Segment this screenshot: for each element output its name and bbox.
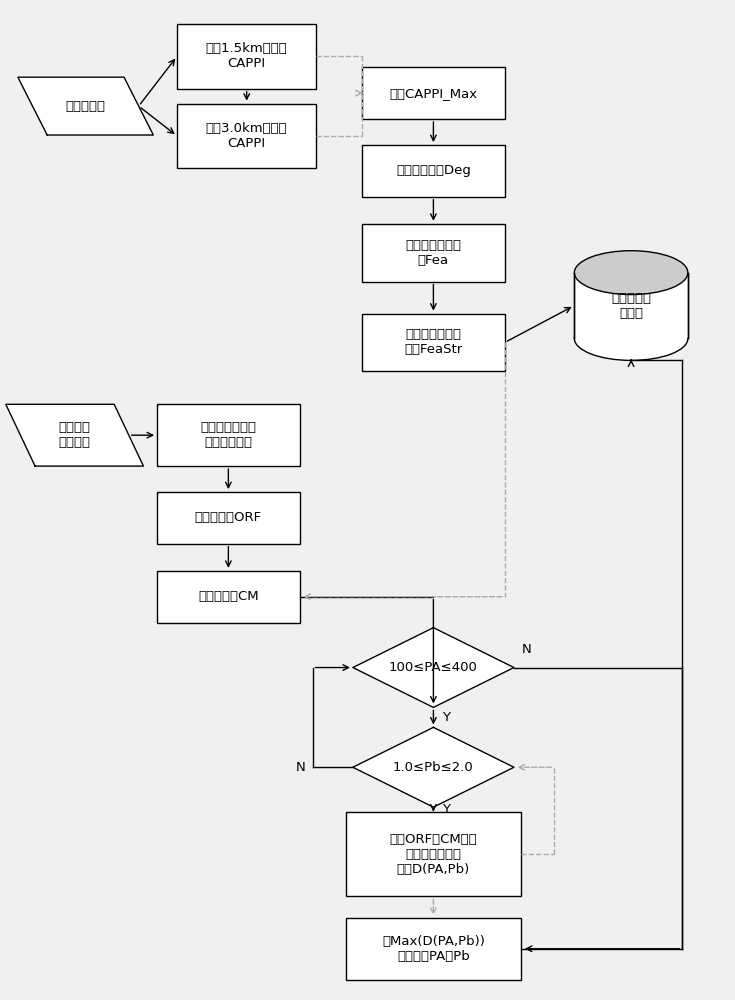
Text: Y: Y [442, 711, 450, 724]
FancyBboxPatch shape [362, 314, 505, 371]
Text: 取Max(D(PA,Pb))
时对应的PA、Pb: 取Max(D(PA,Pb)) 时对应的PA、Pb [382, 935, 485, 963]
Ellipse shape [574, 317, 688, 360]
Text: 计算CAPPI_Max: 计算CAPPI_Max [390, 87, 478, 100]
Text: 生成数据集ORF: 生成数据集ORF [195, 511, 262, 524]
Text: N: N [521, 643, 531, 656]
FancyBboxPatch shape [157, 492, 300, 544]
Polygon shape [18, 77, 154, 135]
Text: 地面雨量
观测记录: 地面雨量 观测记录 [59, 421, 90, 449]
FancyBboxPatch shape [157, 404, 300, 466]
Bar [574, 273, 688, 338]
Text: 选取雷达有效探
测范围内记录: 选取雷达有效探 测范围内记录 [201, 421, 257, 449]
Text: 1.0≤Pb≤2.0: 1.0≤Pb≤2.0 [393, 761, 474, 774]
Text: 100≤PA≤400: 100≤PA≤400 [389, 661, 478, 674]
Text: 计算回波特征矩
阵Fea: 计算回波特征矩 阵Fea [406, 239, 462, 267]
Text: N: N [295, 761, 305, 774]
FancyBboxPatch shape [362, 224, 505, 282]
Polygon shape [6, 404, 143, 466]
Text: 计算1.5km高度的
CAPPI: 计算1.5km高度的 CAPPI [206, 42, 287, 70]
Ellipse shape [574, 251, 688, 295]
FancyBboxPatch shape [362, 67, 505, 119]
Polygon shape [353, 727, 514, 807]
FancyBboxPatch shape [157, 571, 300, 623]
Text: 计算3.0km高度的
CAPPI: 计算3.0km高度的 CAPPI [206, 122, 287, 150]
Bar [574, 273, 688, 338]
Text: 计算ORF与CM中各
记录项的误差平
方和D(PA,Pb): 计算ORF与CM中各 记录项的误差平 方和D(PA,Pb) [390, 833, 477, 876]
FancyBboxPatch shape [345, 918, 521, 980]
FancyBboxPatch shape [177, 24, 316, 89]
Text: 生成数据集CM: 生成数据集CM [198, 590, 259, 603]
Text: 雷达基数据: 雷达基数据 [65, 100, 106, 113]
Text: 计算一阶梯度Deg: 计算一阶梯度Deg [396, 164, 471, 177]
FancyBboxPatch shape [345, 812, 521, 896]
Text: 雷达反射率
特征库: 雷达反射率 特征库 [611, 292, 651, 320]
Text: 生成回波特征字
符串FeaStr: 生成回波特征字 符串FeaStr [404, 328, 462, 356]
FancyBboxPatch shape [177, 104, 316, 168]
Polygon shape [353, 628, 514, 707]
FancyBboxPatch shape [362, 145, 505, 197]
Text: Y: Y [442, 803, 450, 816]
